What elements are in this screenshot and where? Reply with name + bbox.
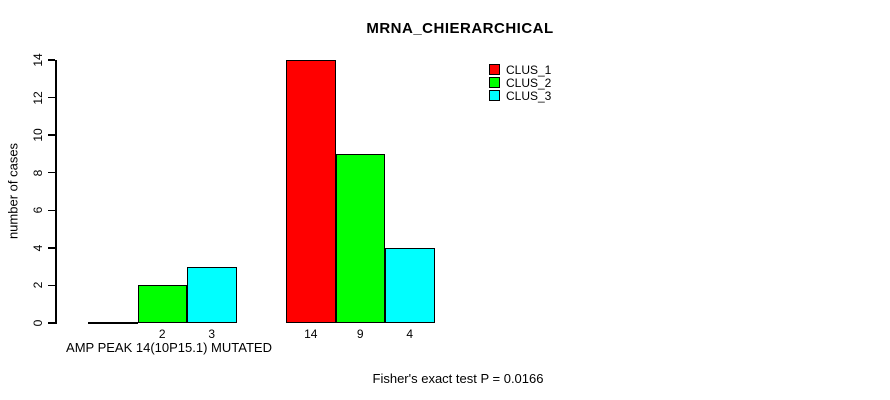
y-axis-tick xyxy=(48,322,55,324)
y-axis-tick xyxy=(48,247,55,249)
legend-row: CLUS_1 xyxy=(489,62,552,77)
bar-value-label: 2 xyxy=(158,327,166,341)
bar-value-label: 3 xyxy=(208,327,216,341)
y-axis-tick xyxy=(48,284,55,287)
y-axis-tick xyxy=(48,59,55,61)
y-axis-line xyxy=(55,60,57,324)
y-tick-label: 2 xyxy=(31,282,45,289)
y-axis-tick xyxy=(48,209,55,212)
y-axis-tick xyxy=(48,134,55,136)
bar-clus_1-group1-zero xyxy=(88,322,138,324)
bar-clus_2-group1 xyxy=(137,285,187,323)
bar-clus_2-group2 xyxy=(335,153,385,323)
y-tick-label: 14 xyxy=(31,53,45,67)
legend-label: CLUS_1 xyxy=(506,62,552,77)
bar-value-label: 14 xyxy=(304,327,318,341)
legend-label: CLUS_3 xyxy=(506,88,552,103)
bar-clus_1-group2 xyxy=(286,60,336,323)
legend-row: CLUS_2 xyxy=(489,75,552,90)
legend-swatch-clus_2 xyxy=(489,77,500,88)
y-tick-label: 0 xyxy=(31,319,45,327)
y-tick-label: 12 xyxy=(31,90,45,105)
y-tick-label: 10 xyxy=(31,128,45,142)
legend: CLUS_1 CLUS_2 CLUS_3 xyxy=(489,62,552,103)
legend-row: CLUS_3 xyxy=(489,88,552,103)
legend-swatch-clus_3 xyxy=(489,90,500,101)
y-tick-label: 4 xyxy=(31,244,45,252)
chart-title: MRNA_CHIERARCHICAL xyxy=(366,20,554,37)
bar-clus_3-group1 xyxy=(187,266,237,323)
y-tick-label: 6 xyxy=(31,206,45,214)
y-axis-tick xyxy=(48,96,55,99)
y-tick-label: 8 xyxy=(31,169,45,177)
bar-clus_3-group2 xyxy=(385,247,435,323)
bar-value-label: 4 xyxy=(406,327,414,341)
bar-value-label: 9 xyxy=(356,327,364,341)
x-axis-title: AMP PEAK 14(10P15.1) MUTATED xyxy=(66,340,272,355)
legend-label: CLUS_2 xyxy=(506,75,552,90)
y-axis-tick xyxy=(48,171,55,174)
fisher-test-note: Fisher's exact test P = 0.0166 xyxy=(372,371,544,386)
legend-swatch-clus_1 xyxy=(489,64,500,75)
